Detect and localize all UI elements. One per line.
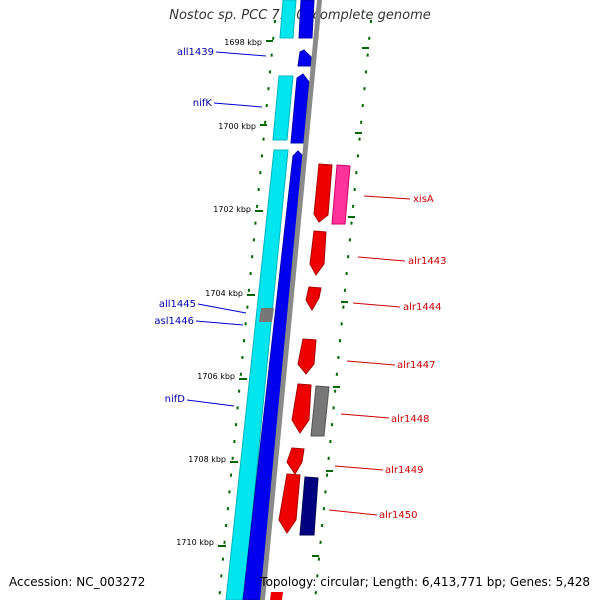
genes-label: Genes: <box>509 575 552 589</box>
gene-leader-line <box>328 509 378 516</box>
gene-label-alr1443[interactable]: alr1443 <box>408 256 446 267</box>
forward-tick-marks <box>312 47 369 557</box>
tick-label: 1700 kbp <box>218 122 256 131</box>
genome-stats: Topology: circular; Length: 6,413,771 bp… <box>260 575 590 589</box>
topology-label: Topology: <box>260 575 317 589</box>
feature-alr1447 <box>297 338 317 375</box>
genes-value: 5,428 <box>555 575 590 589</box>
length-label: Length: <box>372 575 419 589</box>
gene-leader-line <box>215 51 267 57</box>
cds-reverse-arrow <box>297 49 312 67</box>
sep: ; <box>501 575 507 589</box>
length-value: 6,413,771 bp <box>421 575 502 589</box>
gene-label-alr1444[interactable]: alr1444 <box>403 302 441 313</box>
gene-leader-line <box>346 360 396 366</box>
accession-info: Accession: NC_003272 <box>9 575 145 589</box>
gene-label-alr1448[interactable]: alr1448 <box>391 414 429 425</box>
genome-backbone <box>260 0 322 600</box>
gene-leader-line <box>352 302 401 308</box>
forward-gene-labels: xisA alr1443 alr1444 alr1447 alr1448 alr… <box>328 194 446 521</box>
tick-label: 1698 kbp <box>224 38 262 47</box>
gene-leader-line <box>195 320 244 326</box>
tick-dashes <box>218 19 373 595</box>
pseudo-gene-mark <box>259 308 274 322</box>
scale-ticks: 1698 kbp 1700 kbp 1702 kbp 1704 kbp 1706… <box>176 38 273 547</box>
gene-label-all1445[interactable]: all1445 <box>159 299 196 310</box>
accession-label: Accession: <box>9 575 73 589</box>
cds-reverse-track <box>298 0 315 39</box>
tick-label: 1708 kbp <box>188 455 226 464</box>
cds-reverse-track-rna <box>272 75 294 141</box>
gene-label-xisA[interactable]: xisA <box>413 194 434 205</box>
topology-value: circular <box>320 575 365 589</box>
gene-label-asl1446[interactable]: asl1446 <box>154 316 194 327</box>
feature-alr1450 <box>278 473 301 534</box>
gene-label-nifK[interactable]: nifK <box>193 98 213 109</box>
feature-xisA-forward <box>313 163 333 223</box>
tick-label: 1704 kbp <box>205 289 243 298</box>
tick-label: 1706 kbp <box>197 372 235 381</box>
gene-leader-line <box>186 399 235 407</box>
feature-alr1443 <box>309 230 327 276</box>
feature-xisA-misc <box>331 164 351 225</box>
feature-alr1444 <box>305 286 322 311</box>
gene-leader-line <box>197 303 247 314</box>
cds-reverse-track-rna <box>225 149 289 600</box>
sep: ; <box>364 575 369 589</box>
gene-label-nifD[interactable]: nifD <box>165 394 186 405</box>
feature-pseudo <box>310 385 330 437</box>
gene-label-alr1449[interactable]: alr1449 <box>385 465 423 476</box>
accession-value: NC_003272 <box>76 575 146 589</box>
feature-alr1449 <box>286 447 305 475</box>
forward-features <box>270 163 351 600</box>
gene-leader-line <box>334 465 384 471</box>
cds-reverse-track-rna <box>279 0 297 39</box>
reverse-gene-labels: all1439 nifK all1445 asl1446 nifD <box>154 47 267 407</box>
gene-leader-line <box>213 102 263 108</box>
gene-label-alr1447[interactable]: alr1447 <box>397 360 435 371</box>
tick-label: 1702 kbp <box>213 205 251 214</box>
tick-label: 1710 kbp <box>176 538 214 547</box>
feature-bottom-stub <box>270 592 283 600</box>
gene-label-alr1450[interactable]: alr1450 <box>379 510 417 521</box>
gene-leader-line <box>363 195 411 200</box>
gene-leader-line <box>357 256 406 262</box>
feature-navy <box>299 476 319 536</box>
feature-alr1448 <box>291 383 312 434</box>
gene-label-all1439[interactable]: all1439 <box>177 47 214 58</box>
track-lanes <box>225 0 322 600</box>
gene-leader-line <box>340 413 390 419</box>
